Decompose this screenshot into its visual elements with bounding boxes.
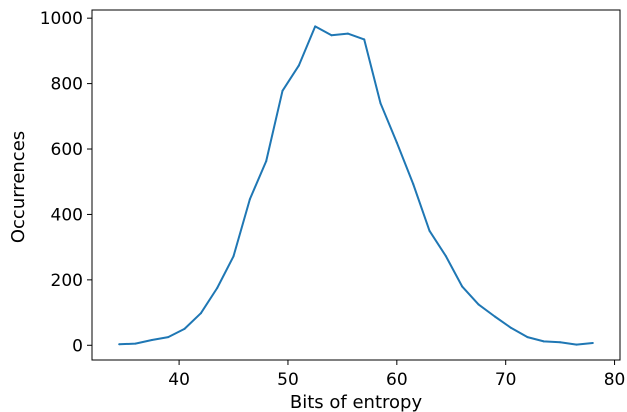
data-point <box>248 198 251 201</box>
y-tick-label: 1000 <box>40 9 83 29</box>
x-tick-label: 60 <box>386 370 408 390</box>
data-point <box>575 343 578 346</box>
data-point <box>477 303 480 306</box>
x-tick-label: 40 <box>168 370 190 390</box>
plot-frame <box>91 9 621 361</box>
data-point <box>167 336 170 339</box>
y-tick-label: 600 <box>51 140 83 160</box>
x-tick-label: 80 <box>604 370 626 390</box>
data-point <box>330 34 333 37</box>
data-point <box>297 64 300 67</box>
data-point <box>461 285 464 288</box>
data-point <box>559 341 562 344</box>
data-point <box>199 312 202 315</box>
data-point <box>281 89 284 92</box>
y-tick-label: 800 <box>51 75 83 95</box>
x-axis-label: Bits of entropy <box>290 392 423 412</box>
y-tick-label: 400 <box>51 205 83 225</box>
data-point <box>542 340 545 343</box>
data-point <box>183 327 186 330</box>
data-point <box>346 32 349 35</box>
x-tick-label: 70 <box>495 370 517 390</box>
y-tick-label: 200 <box>51 271 83 291</box>
y-tick-label: 0 <box>72 336 83 356</box>
y-axis-label: Occurrences <box>8 131 29 243</box>
data-point <box>150 339 153 341</box>
data-point <box>134 342 137 345</box>
data-point <box>216 287 219 289</box>
data-point <box>363 38 366 41</box>
data-point <box>444 255 447 257</box>
data-point <box>395 141 398 144</box>
data-point <box>510 326 513 329</box>
data-point <box>379 102 382 105</box>
plot-area <box>91 9 621 361</box>
data-point <box>428 229 431 232</box>
data-point <box>265 160 268 163</box>
x-tick-label: 50 <box>277 370 299 390</box>
data-point <box>526 336 529 339</box>
data-point <box>118 343 121 346</box>
data-point <box>493 315 496 318</box>
data-point <box>314 25 317 28</box>
data-point <box>232 255 235 258</box>
series-line-0 <box>119 25 593 346</box>
data-point <box>591 342 594 344</box>
data-point <box>412 183 415 185</box>
